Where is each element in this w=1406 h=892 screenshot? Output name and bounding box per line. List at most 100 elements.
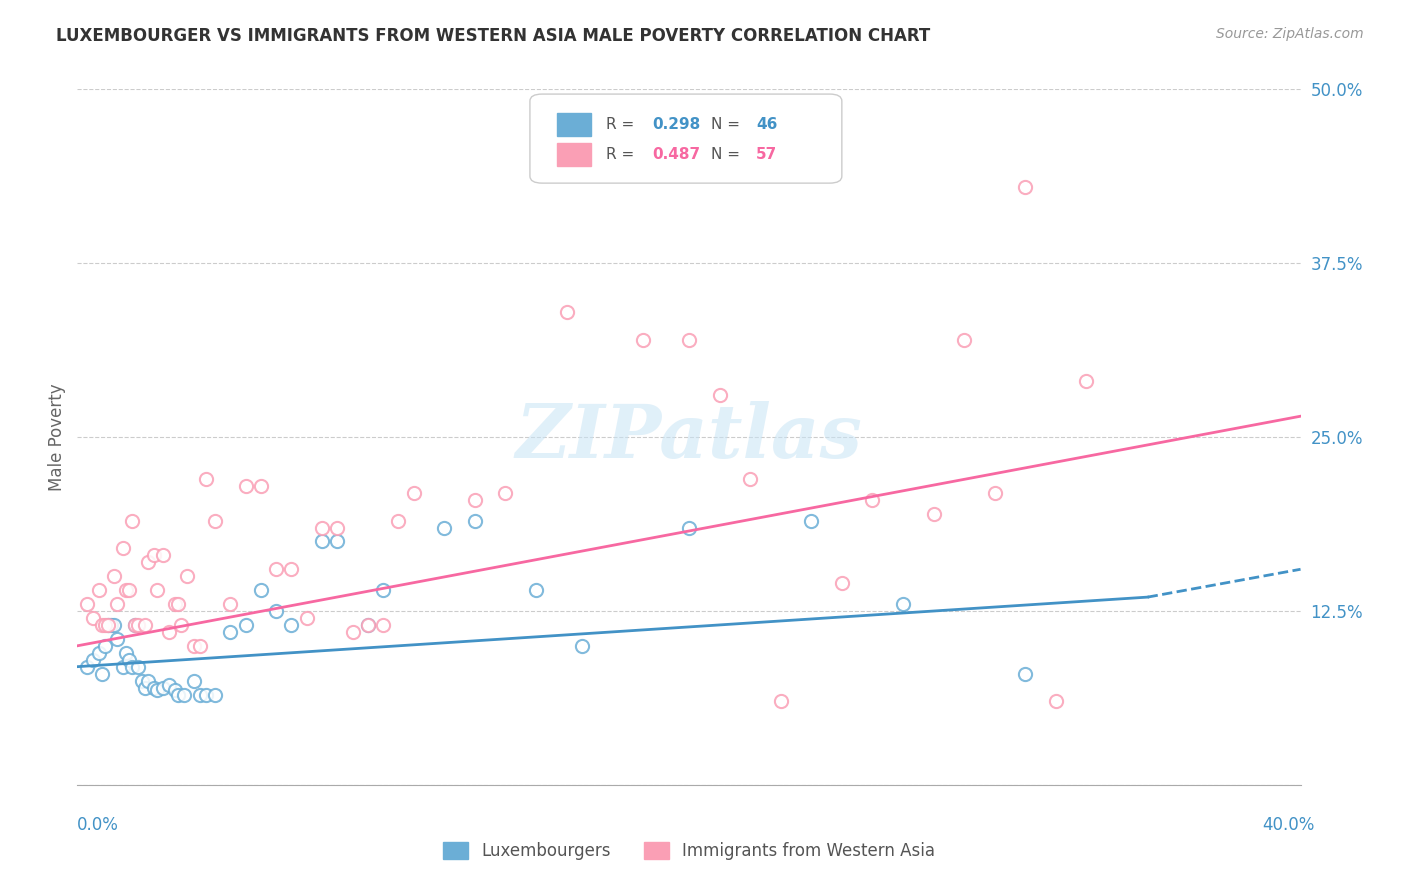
Point [1045, 694, 1067, 708]
Point [94, 618, 117, 632]
Legend: Luxembourgers, Immigrants from Western Asia: Luxembourgers, Immigrants from Western A… [436, 836, 942, 867]
Text: 57: 57 [756, 147, 778, 162]
Text: LUXEMBOURGER VS IMMIGRANTS FROM WESTERN ASIA MALE POVERTY CORRELATION CHART: LUXEMBOURGER VS IMMIGRANTS FROM WESTERN … [56, 27, 931, 45]
Point [124, 618, 146, 632]
Point [183, 673, 205, 688]
Point [103, 618, 125, 632]
Point [105, 632, 128, 646]
Point [118, 583, 141, 598]
Point [371, 618, 394, 632]
Point [678, 520, 700, 534]
Point [157, 624, 180, 639]
Point [311, 534, 333, 549]
Point [173, 688, 195, 702]
Point [194, 472, 217, 486]
Text: ZIPatlas: ZIPatlas [516, 401, 862, 474]
Point [131, 673, 153, 688]
Point [433, 520, 456, 534]
Point [800, 514, 823, 528]
Point [94, 639, 117, 653]
Point [631, 333, 654, 347]
Point [311, 520, 333, 534]
Point [136, 555, 159, 569]
Point [176, 569, 198, 583]
Point [204, 688, 226, 702]
Point [280, 618, 302, 632]
Point [250, 583, 273, 598]
Point [678, 333, 700, 347]
Point [87, 583, 110, 598]
Point [152, 681, 174, 695]
Point [464, 514, 486, 528]
Point [264, 604, 287, 618]
Text: R =: R = [606, 117, 638, 132]
Text: Source: ZipAtlas.com: Source: ZipAtlas.com [1216, 27, 1364, 41]
Point [387, 514, 409, 528]
Point [121, 659, 143, 673]
Point [118, 653, 141, 667]
Point [90, 618, 112, 632]
Point [326, 520, 349, 534]
Point [167, 597, 190, 611]
Point [984, 485, 1007, 500]
Point [194, 688, 217, 702]
Point [219, 624, 242, 639]
Point [97, 618, 120, 632]
Point [146, 683, 169, 698]
Point [170, 618, 193, 632]
Point [136, 673, 159, 688]
Point [97, 618, 120, 632]
Point [105, 597, 128, 611]
Point [165, 597, 187, 611]
Point [121, 514, 143, 528]
Point [402, 485, 425, 500]
Point [740, 472, 762, 486]
Point [922, 507, 945, 521]
Point [134, 618, 156, 632]
Point [235, 479, 257, 493]
Point [152, 549, 174, 563]
Point [204, 514, 226, 528]
Point [862, 492, 884, 507]
Point [134, 681, 156, 695]
Point [115, 646, 138, 660]
Point [571, 639, 593, 653]
Text: R =: R = [606, 147, 638, 162]
Point [87, 646, 110, 660]
Point [250, 479, 273, 493]
Point [326, 534, 349, 549]
Point [280, 562, 302, 576]
Point [295, 611, 318, 625]
Point [142, 549, 165, 563]
Text: 46: 46 [756, 117, 778, 132]
Point [891, 597, 914, 611]
Point [76, 597, 98, 611]
Point [128, 659, 150, 673]
Point [555, 305, 578, 319]
Point [219, 597, 242, 611]
Point [1014, 179, 1036, 194]
Point [100, 618, 122, 632]
Text: N =: N = [711, 147, 745, 162]
Point [371, 583, 394, 598]
Point [709, 388, 731, 402]
FancyBboxPatch shape [530, 94, 842, 183]
Bar [557, 143, 591, 166]
Point [82, 653, 104, 667]
Point [357, 618, 380, 632]
Point [183, 639, 205, 653]
Point [188, 639, 211, 653]
Point [157, 678, 180, 692]
Point [128, 618, 150, 632]
Y-axis label: Male Poverty: Male Poverty [48, 384, 66, 491]
Bar [557, 113, 591, 136]
Point [235, 618, 257, 632]
Point [831, 576, 853, 591]
Point [264, 562, 287, 576]
Point [124, 618, 146, 632]
Point [524, 583, 547, 598]
Point [464, 492, 486, 507]
Point [82, 611, 104, 625]
Point [115, 583, 138, 598]
Point [146, 583, 169, 598]
